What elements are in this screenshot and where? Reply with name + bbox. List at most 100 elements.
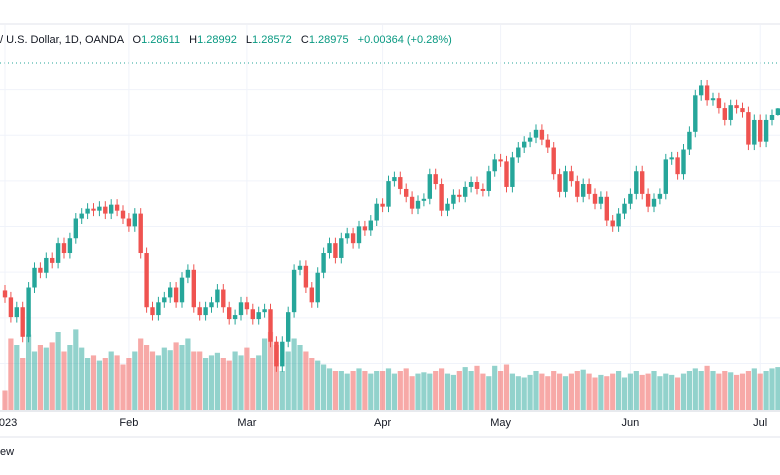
volume-bar: [114, 355, 120, 410]
change-label: +0.00364 (+0.28%): [358, 34, 452, 46]
ohlc-label: L: [246, 34, 252, 46]
candle-body: [244, 302, 250, 310]
volume-bar: [627, 373, 633, 410]
candle-body: [439, 184, 444, 211]
candle-body: [203, 307, 208, 316]
volume-bar: [551, 371, 557, 410]
candle-body: [173, 287, 179, 303]
x-tick-label: Mar: [237, 417, 256, 429]
candle-body: [663, 159, 668, 194]
ohlc-label: O: [133, 34, 142, 46]
candle-body: [758, 119, 763, 142]
volume-bar: [722, 371, 728, 410]
volume-bar: [645, 373, 651, 410]
volume-bar: [31, 351, 38, 410]
volume-bar: [356, 368, 362, 410]
volume-bar: [273, 345, 279, 410]
volume-bar: [262, 338, 268, 410]
volume-bar: [498, 371, 504, 410]
candle-body: [339, 238, 344, 258]
volume-bar: [562, 376, 569, 410]
volume-bar: [680, 373, 687, 410]
volume-bar: [208, 355, 215, 410]
candle-body: [109, 204, 114, 214]
candle-body: [321, 253, 326, 273]
volume-bar: [368, 373, 374, 410]
volume-bar: [692, 368, 698, 410]
symbol-title: / U.S. Dollar, 1D, OANDA: [0, 34, 125, 46]
candle-body: [398, 177, 403, 189]
volume-bar: [267, 332, 274, 410]
candle-body: [775, 108, 780, 116]
candle-body: [675, 157, 680, 175]
candle-body: [179, 277, 185, 303]
candle-body: [693, 95, 698, 132]
candle-body: [704, 85, 710, 101]
candle-body: [268, 309, 273, 342]
candle-body: [327, 243, 332, 254]
candle-body: [480, 188, 486, 191]
candle-body: [215, 289, 220, 303]
candle-body: [634, 171, 639, 194]
volume-bar: [14, 345, 20, 410]
candle-body: [581, 184, 586, 197]
x-tick-label: Apr: [374, 417, 391, 429]
candle-body: [510, 157, 515, 187]
candle-body: [445, 203, 450, 211]
candle-body: [716, 98, 722, 109]
candle-body: [728, 105, 733, 120]
volume-bar: [197, 351, 203, 410]
volume-bar: [492, 365, 498, 410]
volume-bar: [297, 345, 303, 410]
candle-body: [522, 141, 527, 148]
volume-bar: [486, 376, 492, 410]
volume-bar: [728, 372, 734, 410]
volume-bar: [710, 371, 716, 410]
candle-body: [645, 193, 651, 207]
candle-body: [297, 265, 303, 270]
volume-bar: [397, 371, 403, 410]
candle-body: [156, 302, 161, 316]
volume-bar: [456, 371, 462, 410]
candle-body: [734, 105, 739, 109]
candle-body: [44, 257, 49, 273]
candle-body: [120, 210, 126, 219]
volume-bar: [132, 351, 138, 410]
candle-body: [710, 98, 716, 101]
candle-body: [404, 188, 409, 197]
candle-body: [374, 203, 379, 221]
candle-body: [73, 218, 78, 239]
volume-bar: [203, 358, 209, 410]
volume-bar: [639, 374, 645, 410]
candle-body: [227, 307, 232, 320]
volume-bar: [433, 371, 439, 410]
candle-body: [286, 312, 291, 342]
volume-bar: [102, 358, 108, 410]
volume-bar: [533, 371, 539, 410]
volume-bar: [592, 377, 598, 410]
candle-body: [527, 137, 533, 142]
candle-body: [486, 171, 491, 191]
candle-body: [427, 174, 432, 199]
volume-bar: [149, 351, 156, 410]
candle-body: [616, 213, 621, 227]
candle-body: [610, 220, 615, 227]
candle-body: [533, 129, 539, 138]
volume-bar: [26, 334, 32, 410]
candle-body: [409, 196, 415, 209]
x-tick-label: 2023: [0, 417, 17, 429]
candle-body: [504, 161, 509, 187]
volume-bar: [326, 368, 333, 410]
volume-bar: [332, 371, 338, 410]
volume-bar: [315, 360, 321, 410]
volume-bar: [374, 371, 380, 410]
candle-body: [687, 131, 692, 150]
volume-bar: [385, 368, 392, 410]
volume-bar: [663, 373, 669, 410]
volume-bar: [545, 376, 551, 410]
volume-bar: [651, 371, 657, 410]
volume-bar: [704, 365, 710, 410]
candle-body: [79, 213, 84, 219]
volume-bar: [185, 338, 191, 410]
volume-bar: [120, 364, 126, 410]
